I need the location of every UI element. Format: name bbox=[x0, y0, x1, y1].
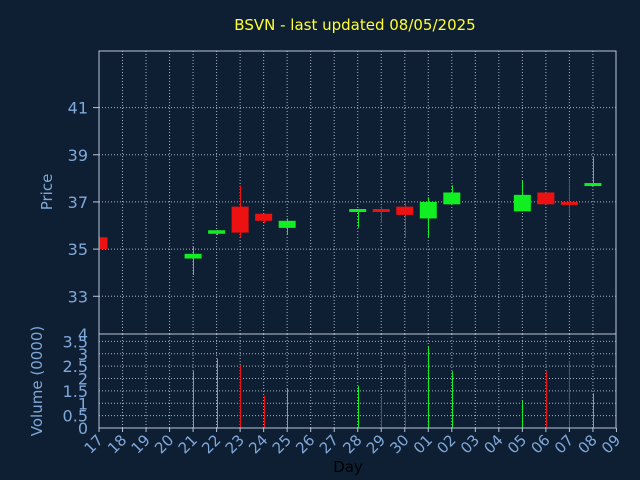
x-tick-label: 18 bbox=[104, 431, 130, 457]
candle-01 bbox=[419, 197, 437, 238]
candle-05 bbox=[513, 180, 531, 212]
volume-axis-label: Volume (0000) bbox=[28, 326, 46, 436]
x-tick-label: 27 bbox=[316, 431, 342, 457]
price-tick-label: 41 bbox=[68, 99, 88, 118]
x-tick-label: 19 bbox=[128, 431, 154, 457]
x-tick-label: 20 bbox=[151, 431, 177, 457]
volume-tick-label: 1.5 bbox=[63, 382, 88, 401]
x-tick-label: 25 bbox=[269, 431, 295, 457]
volume-tick-label: 3 bbox=[78, 345, 88, 364]
volume-tick-label: 3.5 bbox=[63, 332, 88, 351]
price-tick-label: 33 bbox=[68, 287, 88, 306]
candle-23 bbox=[231, 185, 249, 238]
x-tick-label: 03 bbox=[457, 431, 483, 457]
candle-body bbox=[513, 194, 531, 212]
volume-panel-frame bbox=[98, 333, 617, 429]
candle-body bbox=[443, 192, 461, 205]
x-axis-ticks: 1718192021222324252627282930010203040506… bbox=[81, 428, 624, 457]
volume-tick-label: 0 bbox=[78, 419, 88, 438]
candle-body bbox=[419, 201, 437, 219]
chart-title: BSVN - last updated 08/05/2025 bbox=[234, 16, 475, 34]
candle-02 bbox=[443, 185, 461, 205]
candle-29 bbox=[372, 206, 390, 224]
price-axis-label: Price bbox=[38, 174, 56, 211]
candle-17 bbox=[99, 237, 108, 250]
x-tick-label: 09 bbox=[598, 431, 624, 457]
x-tick-label: 23 bbox=[222, 431, 248, 457]
candle-body bbox=[99, 237, 108, 250]
x-tick-label: 06 bbox=[527, 431, 553, 457]
x-tick-label: 30 bbox=[386, 431, 412, 457]
x-tick-label: 21 bbox=[175, 431, 201, 457]
candle-body bbox=[184, 253, 202, 259]
volume-tick-label: 2 bbox=[78, 370, 88, 389]
candle-body bbox=[372, 209, 390, 213]
candle-30 bbox=[396, 201, 414, 238]
x-tick-label: 05 bbox=[504, 431, 530, 457]
candle-07 bbox=[560, 178, 578, 217]
candle-body bbox=[255, 213, 273, 221]
volume-grid bbox=[99, 334, 616, 428]
candle-21 bbox=[184, 246, 202, 276]
price-candles bbox=[99, 157, 602, 276]
x-axis-label: Day bbox=[333, 458, 363, 476]
candle-24 bbox=[255, 213, 273, 224]
x-tick-label: 01 bbox=[410, 431, 436, 457]
x-tick-label: 22 bbox=[198, 431, 224, 457]
price-tick-label: 35 bbox=[68, 240, 88, 259]
x-tick-label: 02 bbox=[433, 431, 459, 457]
volume-bars bbox=[193, 346, 594, 428]
x-tick-label: 07 bbox=[551, 431, 577, 457]
x-tick-label: 28 bbox=[339, 431, 365, 457]
candle-06 bbox=[537, 192, 555, 205]
x-tick-label: 08 bbox=[575, 431, 601, 457]
candle-28 bbox=[349, 209, 367, 228]
candle-body bbox=[396, 206, 414, 215]
candle-body bbox=[208, 230, 226, 234]
x-tick-label: 29 bbox=[363, 431, 389, 457]
volume-tick-label: 0.5 bbox=[63, 407, 88, 426]
price-tick-label: 39 bbox=[68, 146, 88, 165]
price-y-ticks: 33 35 37 39 41 bbox=[68, 99, 99, 306]
candle-body bbox=[537, 192, 555, 205]
candle-body bbox=[231, 206, 249, 233]
candle-22 bbox=[208, 230, 226, 235]
candle-25 bbox=[278, 218, 296, 235]
candle-08 bbox=[584, 157, 602, 187]
candle-body bbox=[584, 183, 602, 187]
volume-tick-label: 1 bbox=[78, 394, 88, 413]
candle-body bbox=[349, 209, 367, 213]
x-tick-label: 24 bbox=[245, 431, 271, 457]
price-tick-label: 37 bbox=[68, 193, 88, 212]
candle-body bbox=[278, 220, 296, 228]
x-tick-label: 26 bbox=[292, 431, 318, 457]
candle-body bbox=[560, 201, 578, 205]
volume-y-ticks: 00.511.522.533.54 bbox=[63, 325, 88, 438]
volume-tick-label: 2.5 bbox=[63, 357, 88, 376]
x-tick-label: 04 bbox=[480, 431, 506, 457]
volume-tick-label: 4 bbox=[78, 325, 88, 344]
